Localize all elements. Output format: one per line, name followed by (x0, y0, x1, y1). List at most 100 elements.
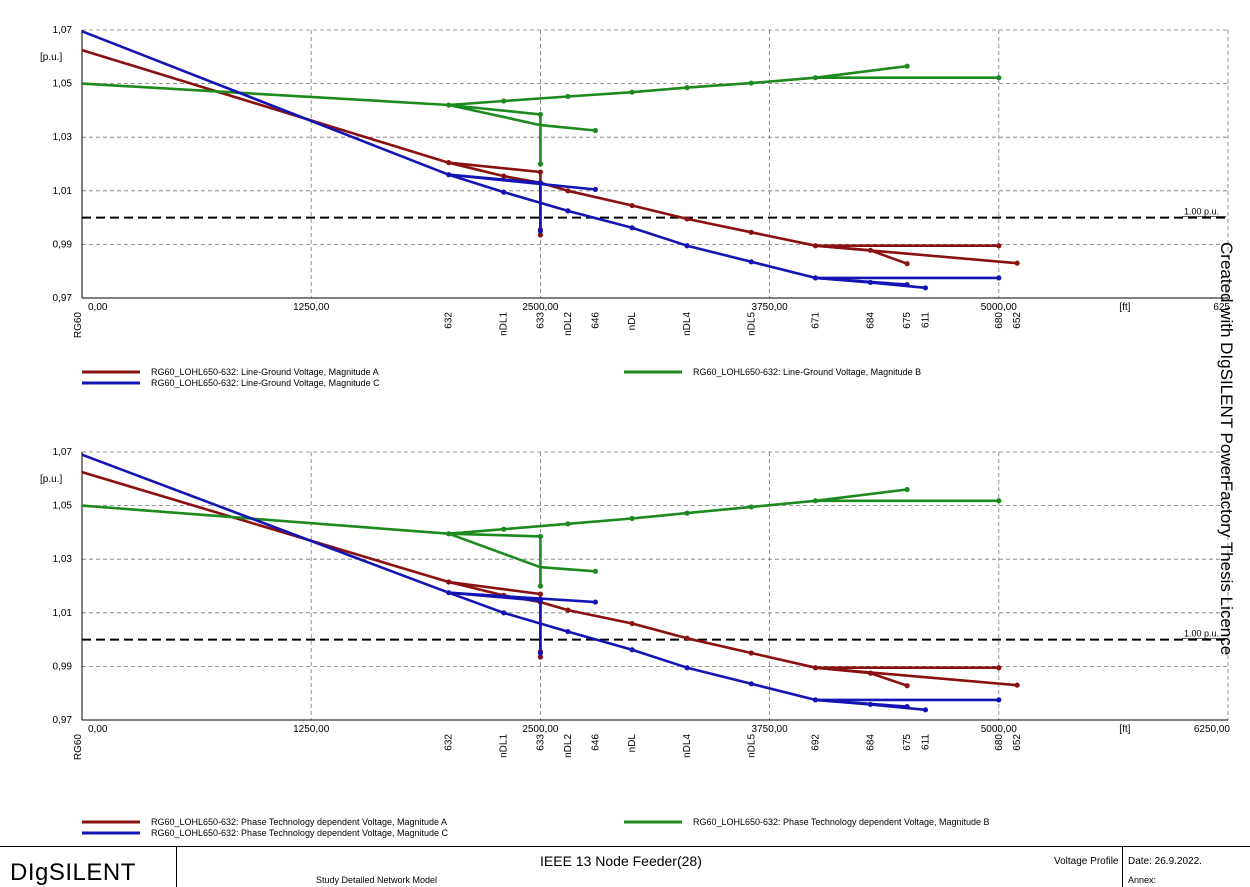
bus-label: nDL4 (682, 312, 693, 336)
series-phase-c (81, 453, 1002, 713)
data-point-a (812, 665, 819, 671)
series-phase-c (81, 30, 1002, 291)
bus-label: 680 (994, 734, 1005, 751)
footer: DIgSILENT IEEE 13 Node Feeder(28) Study … (0, 846, 1250, 887)
series-line-c (448, 591, 542, 653)
voltage-profile-charts: 1,07 1,05 1,03 1,01 0,99 0,97 [p.u.] 0,00 1250,0… (40, 25, 1230, 838)
data-point-b (748, 80, 754, 86)
reference-line-label: 1.00 p.u. (1184, 207, 1219, 217)
bus-label: 611 (920, 734, 931, 750)
legend-label: RG60_LOHL650-632: Line-Ground Voltage, M… (151, 378, 380, 388)
series-line-a (81, 48, 908, 265)
plot-date: Date: 26.9.2022. (1128, 856, 1202, 867)
data-point-b (565, 93, 571, 100)
data-point-a (867, 670, 874, 676)
annex-field: Annex: (1128, 875, 1157, 885)
bus-label: 646 (590, 312, 601, 329)
data-point-c (537, 598, 544, 604)
y-tick-label: 1,07 (53, 25, 73, 36)
x-tick-label: 625 (1213, 302, 1230, 313)
series-line-c (81, 30, 926, 290)
licence-watermark: Created with DIgSILENT PowerFactory Thes… (1217, 242, 1236, 656)
y-tick-label: 0,99 (53, 661, 73, 672)
data-point-c (684, 665, 690, 671)
bus-label: 675 (902, 734, 913, 751)
data-point-c (446, 172, 452, 178)
data-point-b (537, 583, 544, 589)
data-point-b (904, 63, 910, 69)
data-point-c (537, 228, 544, 234)
bus-label: RG60 (73, 734, 84, 761)
legend: RG60_LOHL650-632: Phase Technology depen… (82, 817, 990, 838)
series-line-c (815, 698, 908, 708)
bus-label: RG60 (73, 312, 84, 339)
data-point-a (565, 188, 571, 194)
footer-divider (176, 847, 177, 887)
data-point-c (446, 590, 452, 596)
x-tick-label: 6250,00 (1194, 724, 1231, 735)
bus-label: 680 (994, 312, 1005, 329)
bus-label: nDL2 (563, 312, 574, 336)
data-point-a (537, 232, 544, 238)
reference-line-label: 1.00 p.u. (1184, 629, 1219, 639)
plot-type: Voltage Profile (1054, 856, 1119, 867)
y-tick-label: 1,03 (53, 554, 73, 565)
data-point-c (867, 279, 874, 286)
y-tick-label: 1,05 (53, 79, 73, 90)
data-point-b (684, 85, 690, 91)
series-phase-a (81, 470, 1020, 689)
data-point-b (812, 498, 819, 504)
bus-label: 684 (865, 734, 876, 751)
x-tick-label: 3750,00 (752, 302, 789, 313)
data-point-c (629, 225, 635, 231)
y-axis-label: [p.u.] (40, 52, 62, 63)
y-tick-label: 0,97 (53, 293, 73, 304)
bus-label: nDL1 (499, 312, 510, 336)
data-point-c (748, 259, 754, 265)
data-point-a (1014, 260, 1020, 266)
data-point-a (904, 683, 910, 689)
x-tick-label: 1250,00 (293, 302, 330, 313)
y-axis-label: [p.u.] (40, 474, 62, 485)
data-point-b (537, 111, 544, 118)
data-point-c (812, 697, 819, 703)
series-line-c (448, 591, 596, 604)
data-point-c (867, 701, 874, 708)
data-point-b (537, 161, 544, 167)
series-line-b (81, 64, 908, 107)
data-point-b (537, 533, 544, 540)
bus-label: 632 (444, 734, 455, 751)
bus-label: nDL2 (563, 734, 574, 758)
study-model: Study Detailed Network Model (316, 875, 438, 885)
series-phase-b (81, 63, 1002, 167)
bus-label: 652 (1012, 312, 1023, 329)
data-point-b (996, 498, 1002, 504)
data-point-b (629, 515, 635, 522)
legend-label: RG60_LOHL650-632: Line-Ground Voltage, M… (151, 367, 379, 377)
y-tick-label: 1,03 (53, 132, 73, 143)
data-point-a (904, 261, 910, 267)
y-tick-label: 0,97 (53, 715, 73, 726)
bus-label: nDL1 (499, 734, 510, 758)
x-tick-label: 2500,00 (522, 724, 559, 735)
voltage-profile-chart-1: 1,07 1,05 1,03 1,01 0,99 0,97 [p.u.] 0,00 1250,0… (40, 25, 1230, 388)
bus-label: 633 (535, 312, 546, 329)
data-point-c (565, 208, 571, 214)
company-logo: DIgSILENT (10, 859, 136, 886)
data-point-b (812, 75, 819, 81)
data-point-a (537, 591, 544, 597)
x-tick-label: 5000,00 (981, 302, 1018, 313)
data-point-b (565, 521, 571, 527)
y-tick-label: 1,01 (53, 186, 73, 197)
data-point-c (996, 275, 1002, 281)
bus-label: 646 (590, 734, 601, 751)
data-point-b (501, 526, 507, 532)
series-phase-a (81, 48, 1020, 267)
data-point-c (565, 628, 571, 635)
footer-divider (1122, 847, 1123, 887)
data-point-b (904, 486, 910, 493)
legend-label: RG60_LOHL650-632: Phase Technology depen… (693, 817, 990, 827)
x-tick-label: 5000,00 (981, 724, 1018, 735)
data-point-c (537, 650, 544, 656)
voltage-profile-chart-2: 1,07 1,05 1,03 1,01 0,99 0,97 [p.u.] 0,00 1250,0… (40, 447, 1230, 838)
